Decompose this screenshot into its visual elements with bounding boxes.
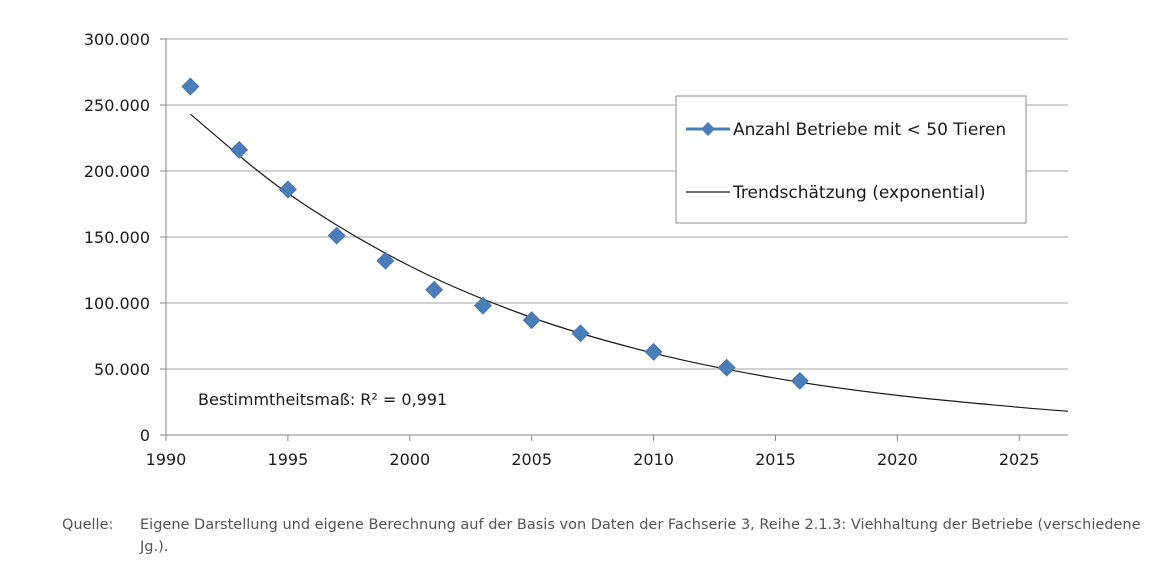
data-point (717, 358, 736, 377)
x-tick-label: 2020 (877, 450, 918, 469)
data-point (644, 342, 663, 361)
y-tick-label: 250.000 (84, 96, 150, 115)
legend-label-trend: Trendschätzung (exponential) (732, 183, 985, 203)
legend-marker-betriebe (701, 122, 715, 136)
x-tick-label: 2015 (755, 450, 796, 469)
data-point (278, 180, 297, 199)
source-note: Quelle: Eigene Darstellung und eigene Be… (62, 514, 1142, 558)
x-tick-label: 1995 (268, 450, 309, 469)
data-point (425, 280, 444, 299)
y-tick-label: 150.000 (84, 228, 150, 247)
y-tick-label: 200.000 (84, 162, 150, 181)
data-point (522, 311, 541, 330)
x-tick-label: 2025 (999, 450, 1040, 469)
x-tick-label: 1990 (146, 450, 187, 469)
data-point (571, 324, 590, 343)
axes (160, 38, 1068, 441)
data-point (790, 371, 809, 390)
source-label: Quelle: (62, 517, 114, 533)
data-point (230, 140, 249, 159)
x-tick-label: 2000 (389, 450, 430, 469)
chart: 0 50.000 100.000 150.000 200.000 250.000 300.0… (84, 30, 1069, 469)
x-tick-label: 2005 (511, 450, 552, 469)
legend: Anzahl Betriebe mit < 50 Tieren Trendsch… (675, 95, 1027, 224)
y-tick-label: 100.000 (84, 294, 150, 313)
y-tick-label: 300.000 (84, 30, 150, 49)
y-tick-label: 0 (140, 426, 150, 445)
tick-labels: 0 50.000 100.000 150.000 200.000 250.000 300.0… (84, 30, 1040, 469)
x-tick-label: 2010 (633, 450, 674, 469)
gridlines (166, 38, 1068, 370)
trend-line (190, 113, 1069, 412)
data-point (327, 226, 346, 245)
data-points (181, 77, 809, 390)
source-text: Eigene Darstellung und eigene Berechnung… (140, 517, 1141, 555)
data-point (376, 251, 395, 270)
legend-box (675, 95, 1027, 224)
y-tick-label: 50.000 (94, 360, 150, 379)
data-point (473, 296, 492, 315)
legend-label-betriebe: Anzahl Betriebe mit < 50 Tieren (733, 120, 1006, 140)
trend-line-group (190, 113, 1069, 412)
r-squared-annotation: Bestimmtheitsmaß: R² = 0,991 (198, 390, 447, 409)
data-point (181, 77, 200, 96)
